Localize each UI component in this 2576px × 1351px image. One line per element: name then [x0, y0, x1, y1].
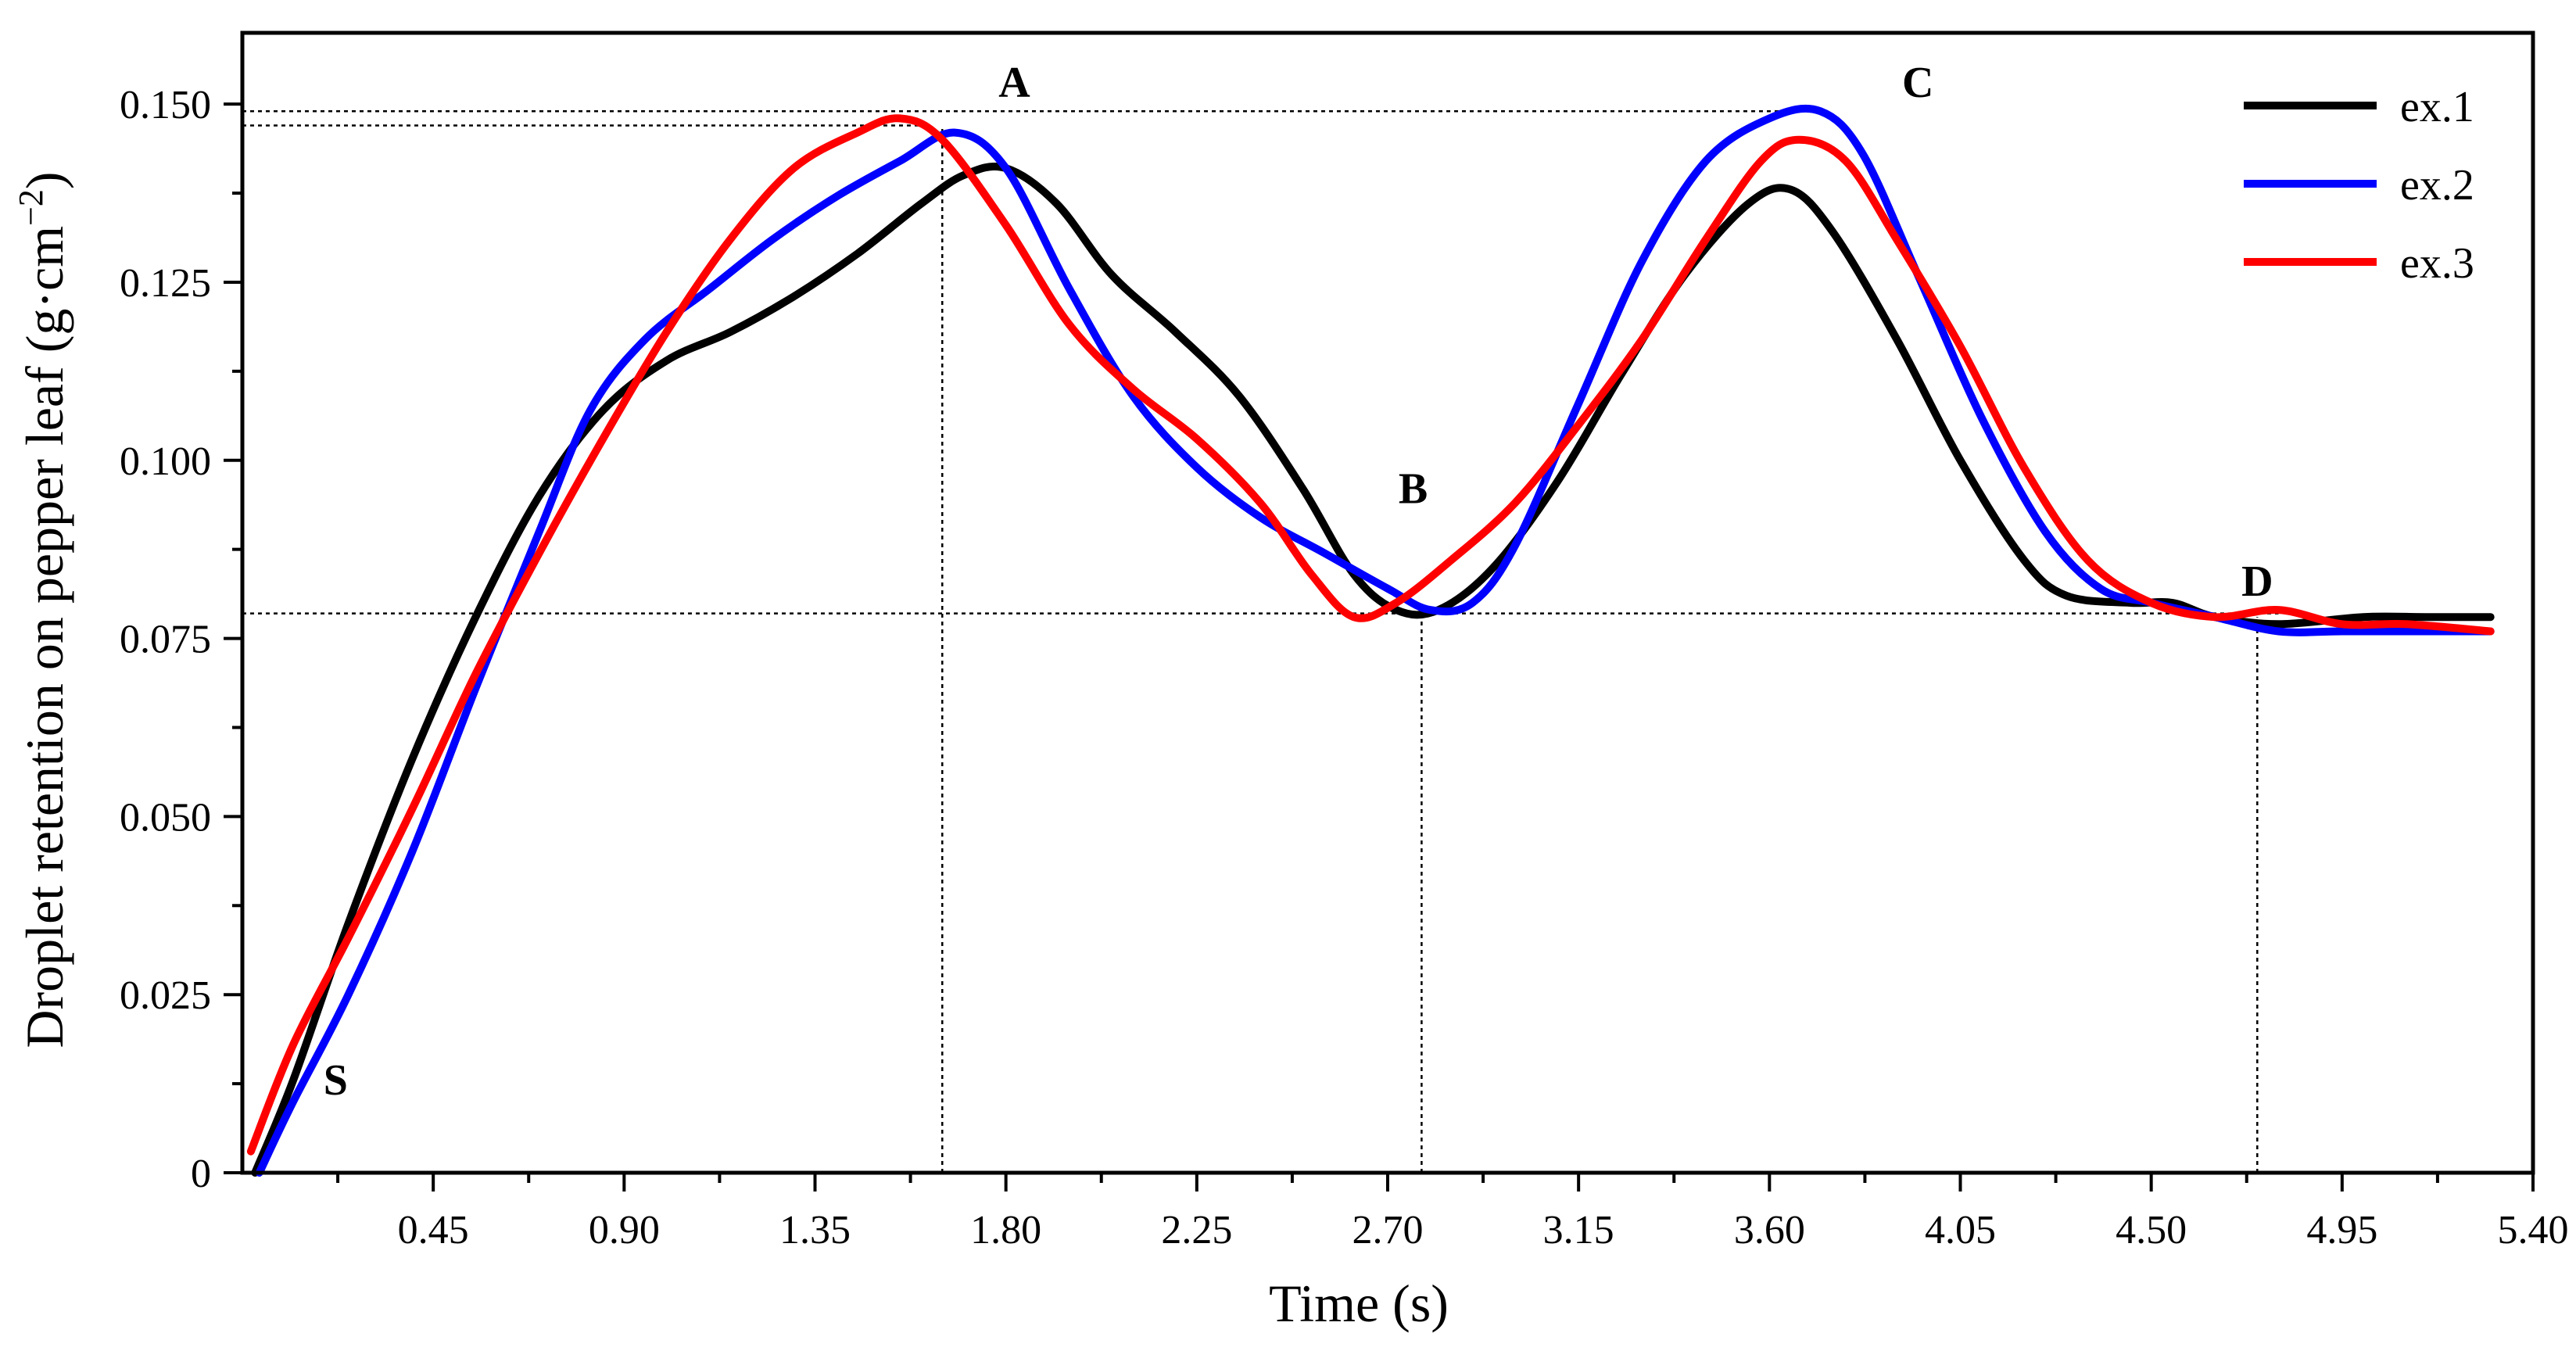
- point-label-d: D: [2241, 557, 2273, 606]
- x-tick-label: 1.35: [779, 1208, 851, 1252]
- x-tick-label: 0.45: [398, 1208, 469, 1252]
- y-tick-label: 0.075: [120, 618, 211, 662]
- y-tick-label: 0: [191, 1152, 211, 1196]
- y-axis-title-main: Droplet retention on pepper leaf (g·cm: [15, 226, 74, 1048]
- x-tick-label: 1.80: [970, 1208, 1041, 1252]
- legend-label-ex2: ex.2: [2400, 161, 2474, 210]
- point-label-b: B: [1399, 464, 1428, 513]
- y-axis-title-close: ): [15, 171, 74, 189]
- y-tick-label: 0.050: [120, 795, 211, 840]
- y-tick-label: 0.025: [120, 973, 211, 1018]
- point-label-s: S: [324, 1056, 348, 1105]
- legend-label-ex3: ex.3: [2400, 239, 2474, 288]
- y-tick-label: 0.100: [120, 439, 211, 484]
- y-tick-label: 0.125: [120, 261, 211, 306]
- x-tick-label: 5.40: [2498, 1208, 2569, 1252]
- x-axis-title: Time (s): [1269, 1274, 1449, 1333]
- point-annotations: S A B C D: [324, 59, 2273, 1105]
- point-label-c: C: [1902, 59, 1933, 107]
- legend-label-ex1: ex.1: [2400, 83, 2474, 131]
- x-tick-label: 4.05: [1925, 1208, 1996, 1252]
- reference-lines: [242, 109, 2279, 1173]
- series-line-ex3: [246, 114, 2495, 1156]
- y-axis: 0 0.025 0.050 0.075 0.100 0.125 0.150: [120, 83, 242, 1196]
- x-tick-label: 0.90: [589, 1208, 660, 1252]
- series-group: [246, 104, 2495, 1177]
- point-label-a: A: [998, 59, 1030, 107]
- x-tick-label: 2.25: [1161, 1208, 1232, 1252]
- x-tick-label: 4.50: [2116, 1208, 2187, 1252]
- x-tick-label: 3.15: [1543, 1208, 1614, 1252]
- x-tick-label: 3.60: [1734, 1208, 1805, 1252]
- x-tick-label: 2.70: [1352, 1208, 1424, 1252]
- x-tick-label: 4.95: [2306, 1208, 2377, 1252]
- y-tick-label: 0.150: [120, 83, 211, 127]
- legend: ex.1 ex.2 ex.3: [2244, 83, 2474, 288]
- y-axis-title-exponent: −2: [12, 189, 50, 226]
- x-axis: 0.45 0.90 1.35 1.80 2.25 2.70 3.15 3.60 4.05 4.50…: [336, 1173, 2569, 1252]
- series-line-ex2: [255, 104, 2495, 1177]
- y-axis-title: Droplet retention on pepper leaf (g·cm−2…: [12, 171, 74, 1048]
